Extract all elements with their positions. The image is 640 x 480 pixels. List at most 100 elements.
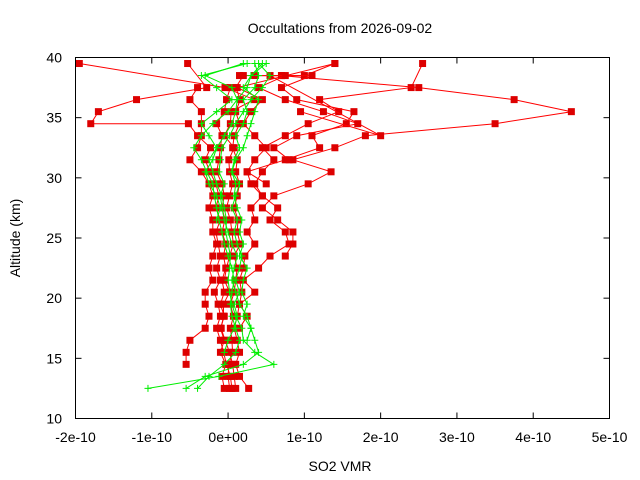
data-point	[213, 240, 221, 248]
data-point	[274, 204, 282, 212]
data-point	[243, 108, 251, 116]
x-tick-label: 2e-10	[363, 429, 399, 445]
data-point	[226, 132, 234, 140]
data-point	[331, 144, 339, 152]
data-point	[233, 204, 241, 212]
data-point	[251, 132, 259, 140]
data-point	[209, 168, 217, 176]
data-point	[304, 180, 312, 188]
data-point	[262, 144, 270, 152]
y-tick-label: 20	[46, 290, 62, 306]
data-point	[239, 240, 247, 248]
data-point	[510, 96, 518, 104]
data-point	[238, 324, 246, 332]
data-point	[197, 132, 205, 140]
data-point	[209, 276, 217, 284]
data-point	[270, 144, 278, 152]
data-point	[266, 72, 274, 80]
data-point	[232, 180, 240, 188]
data-point	[247, 180, 255, 188]
data-point	[251, 72, 259, 80]
axis-layer: -2e-10 -1e-10 0e+00 1e-10 2e-10 3e-10 4e-10 5e-…	[46, 50, 627, 446]
data-point	[213, 120, 221, 128]
data-point	[213, 192, 221, 200]
series-line	[193, 63, 263, 389]
data-point	[251, 180, 259, 188]
data-point	[197, 168, 205, 176]
data-point	[220, 180, 228, 188]
data-point	[335, 108, 343, 116]
data-point	[251, 108, 259, 116]
data-point	[228, 84, 236, 92]
data-point	[213, 216, 221, 224]
data-point	[133, 96, 141, 104]
data-point	[243, 300, 251, 308]
data-point	[308, 132, 316, 140]
data-point	[304, 120, 312, 128]
series-3	[233, 60, 339, 332]
data-point	[226, 324, 234, 332]
data-point	[186, 96, 194, 104]
data-point	[230, 300, 238, 308]
data-point	[225, 156, 233, 164]
data-point	[230, 192, 238, 200]
data-point	[255, 84, 263, 92]
data-point	[222, 264, 230, 272]
data-point	[184, 120, 192, 128]
data-point	[144, 384, 152, 392]
series-14	[228, 60, 270, 344]
data-point	[220, 336, 228, 344]
data-point	[239, 84, 247, 92]
data-point	[205, 264, 213, 272]
data-point	[258, 168, 266, 176]
data-point	[342, 120, 350, 128]
data-point	[210, 288, 218, 296]
data-point	[316, 96, 324, 104]
data-point	[182, 348, 190, 356]
data-point	[251, 288, 259, 296]
data-point	[213, 324, 221, 332]
data-point	[224, 372, 232, 380]
data-point	[232, 360, 240, 368]
series-2	[230, 60, 427, 392]
data-point	[224, 252, 232, 260]
data-point	[87, 120, 95, 128]
x-tick-label: -1e-10	[132, 429, 173, 445]
plot-frame	[75, 57, 610, 419]
data-point	[226, 192, 234, 200]
data-point	[239, 360, 247, 368]
data-point	[216, 156, 224, 164]
data-point	[247, 120, 255, 128]
data-point	[209, 228, 217, 236]
data-point	[247, 108, 255, 116]
data-point	[236, 336, 244, 344]
data-point	[201, 168, 209, 176]
data-point	[239, 96, 247, 104]
data-point	[226, 384, 234, 392]
data-point	[407, 84, 415, 92]
y-tick-label: 15	[46, 350, 62, 366]
data-point	[207, 144, 215, 152]
data-point	[270, 156, 278, 164]
data-point	[251, 156, 259, 164]
data-point	[209, 216, 217, 224]
data-point	[255, 348, 263, 356]
data-point	[190, 144, 198, 152]
data-point	[232, 384, 240, 392]
data-point	[354, 120, 362, 128]
data-point	[230, 324, 238, 332]
data-point	[220, 288, 228, 296]
y-tick-label: 10	[46, 411, 62, 427]
data-point	[236, 120, 244, 128]
data-point	[194, 132, 202, 140]
data-point	[243, 60, 251, 68]
data-point	[239, 72, 247, 80]
data-point	[220, 384, 228, 392]
data-point	[293, 96, 301, 104]
series-11	[182, 60, 274, 392]
data-point	[197, 72, 205, 80]
data-point	[209, 120, 217, 128]
x-tick-label: -2e-10	[55, 429, 96, 445]
data-point	[251, 336, 259, 344]
data-point	[281, 96, 289, 104]
